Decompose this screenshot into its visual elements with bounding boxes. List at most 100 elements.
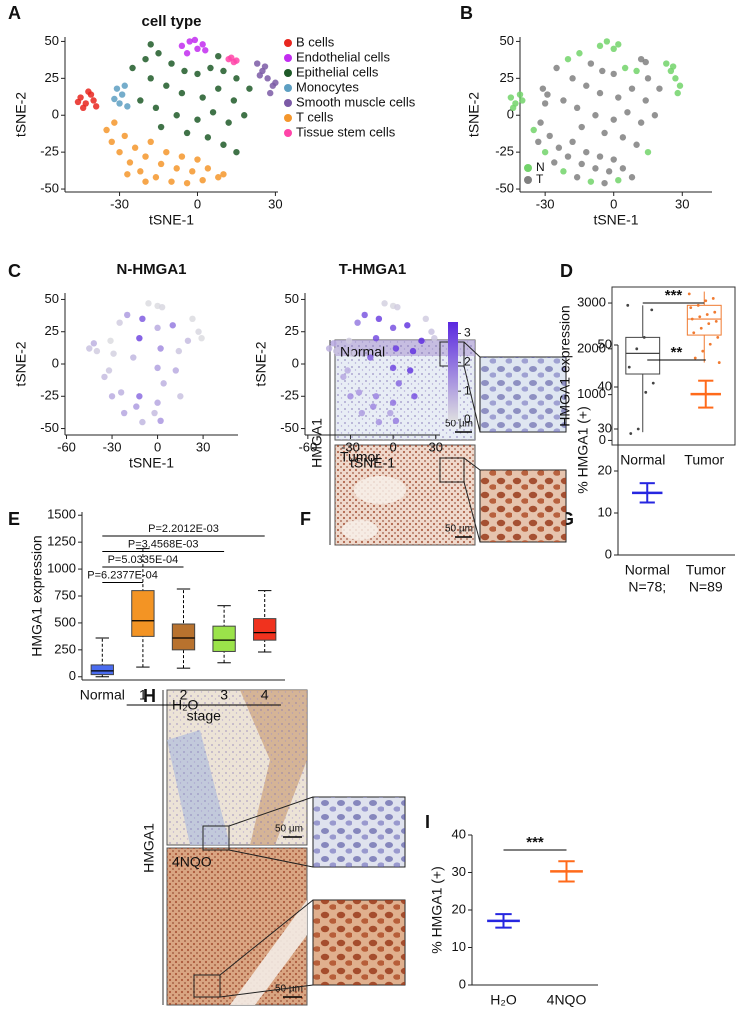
legend-swatch [284,39,292,47]
image-ylabel: HMGA1 [309,418,325,468]
point [711,297,715,300]
point [142,178,149,185]
x-axis-label: tSNE-1 [129,455,174,471]
x-tick-label: 30 [196,439,210,454]
y-axis-label: HMGA1 expression [557,305,573,426]
y-tick-label: 40 [598,378,612,393]
zoom-connector [463,457,481,471]
zoom-box [439,457,465,483]
point [169,322,176,329]
point [560,168,567,175]
image-label: Tumor [340,449,380,465]
significance-label: P=5.0335E-04 [108,554,179,566]
point [178,153,186,160]
point [92,103,100,110]
point [228,54,235,61]
point [656,85,663,92]
y-tick-label: 10 [452,939,466,954]
x-tick-label: 3 [220,687,228,703]
point [333,347,340,355]
point [669,63,677,70]
point [610,70,617,78]
zoom-box [202,825,230,851]
point [713,310,717,314]
point [717,361,721,364]
point [110,350,117,357]
point [389,399,397,406]
point [154,324,161,332]
x-tick-label: 0 [389,439,396,454]
point [264,75,271,82]
y-tick-label: -50 [495,180,514,195]
point [708,342,712,346]
point [113,85,121,92]
point [246,85,253,92]
point [583,82,590,89]
x-tick-label: -30 [103,439,122,454]
stroma [354,476,406,504]
y-tick-label: 750 [54,587,76,602]
chart-title: cell type [141,13,201,30]
point [348,350,356,357]
panel-label: I [425,812,430,832]
point [406,367,414,374]
point [152,104,160,112]
point [560,97,567,104]
point [699,326,703,330]
point [621,64,629,72]
point [714,319,718,323]
y-tick-label: 0 [292,355,299,370]
point [692,331,696,335]
point [175,347,183,355]
x-tick-label: -30 [110,196,129,211]
point [507,94,515,101]
y-tick-label: 0 [459,976,466,991]
point [209,109,217,116]
chart-title: N-HMGA1 [117,261,187,278]
point [111,119,118,126]
box [171,623,196,651]
point [154,399,161,406]
x-tick-label: 0 [610,196,617,211]
x-tick-label: 1 [139,687,147,703]
point [194,156,201,163]
point [569,75,576,82]
y-tick-label: 0 [605,546,612,561]
point [147,41,154,48]
point [599,67,606,75]
y-axis-label: tSNE-2 [253,341,269,386]
point [707,322,711,326]
point [215,85,222,92]
point [126,159,134,166]
point [596,153,604,160]
image-label: 4NQO [172,854,212,870]
point [108,138,115,146]
legend-swatch [284,54,292,62]
x-tick-label: Normal [80,687,125,703]
point [121,82,128,89]
point [142,55,149,63]
point [145,300,152,307]
y-tick-label: 25 [500,70,514,85]
point [181,67,188,75]
point [204,165,212,172]
point [404,322,411,329]
point [644,75,652,82]
point [642,58,649,66]
point [689,306,693,310]
panel-label: B [460,3,473,23]
point [124,103,131,110]
point [131,144,139,151]
legend-label: Smooth muscle cells [296,94,416,109]
x-tick-label: 30 [268,196,282,211]
panel-label: D [560,261,573,281]
y-tick-label: 20 [598,462,612,477]
point [116,148,123,156]
x-tick-label: 0 [194,196,201,211]
point [637,55,645,63]
point [163,148,170,156]
point [272,79,279,86]
point [116,100,123,107]
point [418,337,425,344]
legend-swatch [284,84,292,92]
